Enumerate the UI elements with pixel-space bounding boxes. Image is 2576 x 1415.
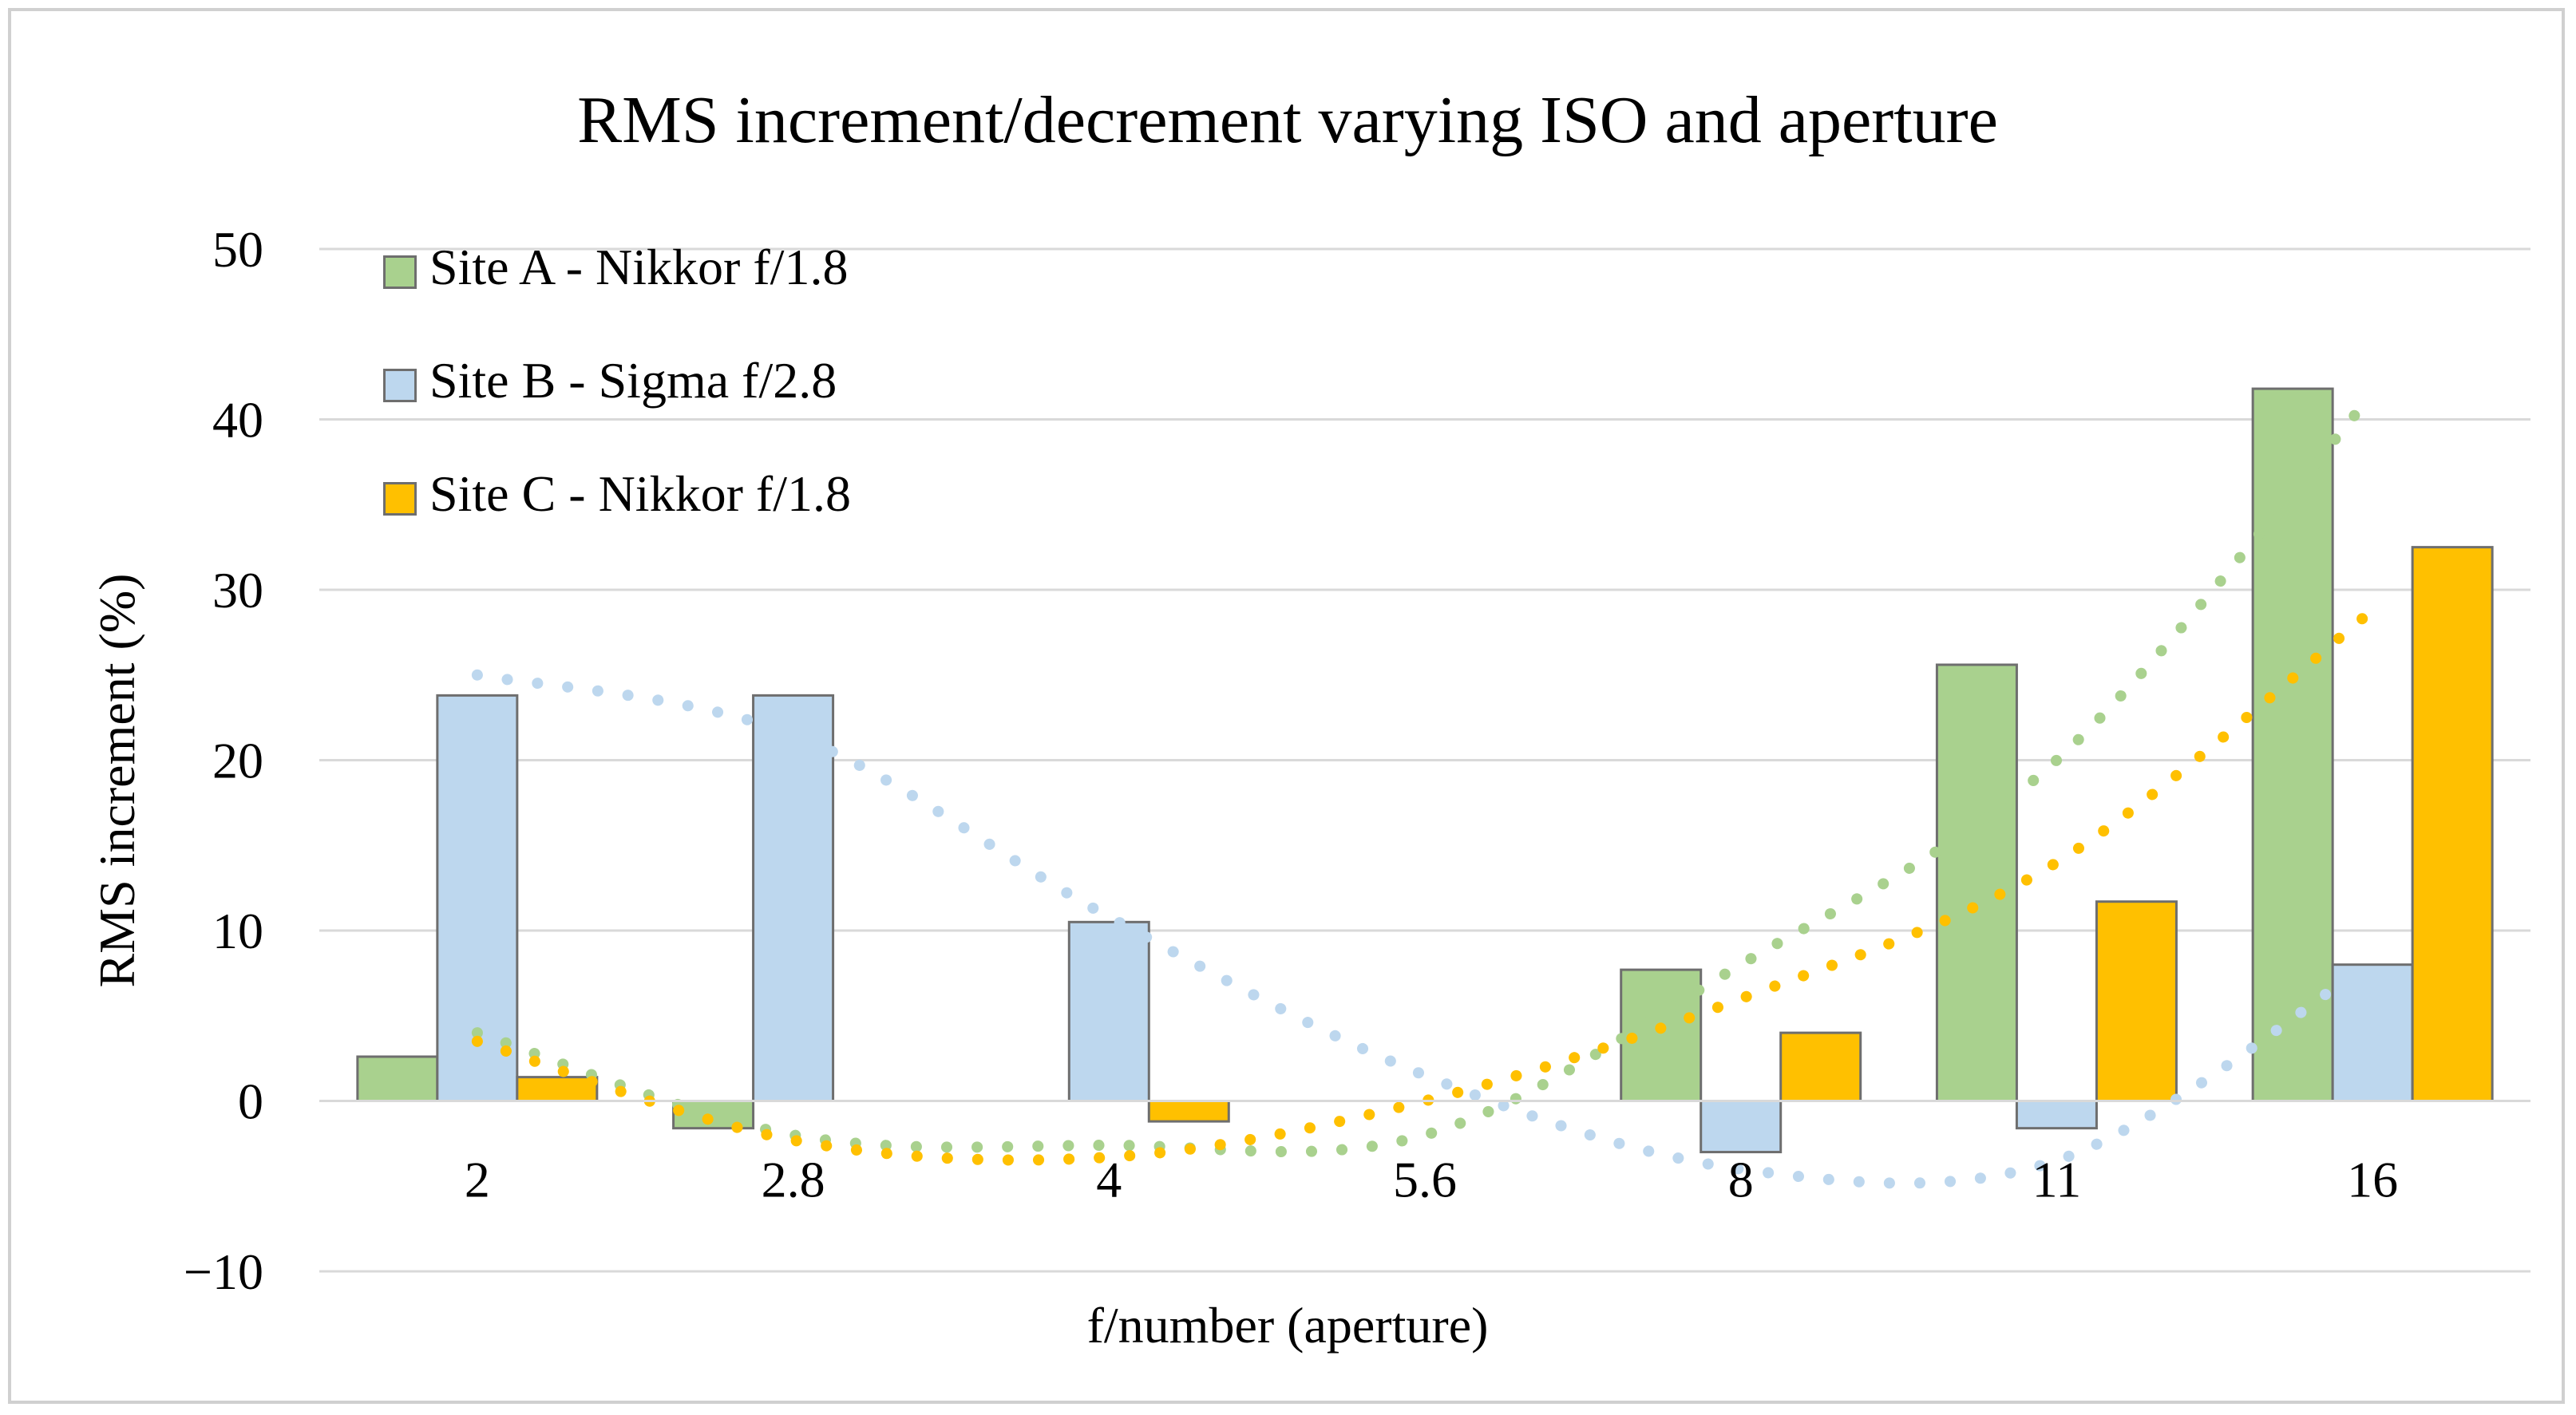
legend-label-site-b: Site B - Sigma f/2.8 [429, 352, 837, 409]
x-axis-title: f/number (aperture) [1087, 1297, 1489, 1354]
y-tick-label: 40 [212, 392, 263, 449]
chart-title: RMS increment/decrement varying ISO and … [577, 83, 1998, 157]
trendline-series-3 [471, 604, 2379, 1166]
x-tick-label: 11 [2032, 1152, 2082, 1208]
x-tick-label: 4 [1096, 1152, 1122, 1208]
x-tick-label: 16 [2347, 1152, 2398, 1208]
y-axis-title: RMS increment (%) [89, 574, 145, 988]
x-tick-label: 2 [465, 1152, 490, 1208]
bar-series-3 [1779, 1031, 1862, 1102]
y-tick-label: 10 [212, 903, 263, 959]
legend-label-site-c: Site C - Nikkor f/1.8 [429, 465, 851, 522]
x-tick-label: 2.8 [762, 1152, 825, 1208]
bars [356, 387, 2494, 1154]
axes: −10 0 10 20 30 40 50 2 2.8 4 5.6 8 11 16 [184, 221, 2530, 1300]
y-tick-label: 50 [212, 221, 263, 278]
legend-swatch-site-b [383, 369, 417, 402]
legend-swatch-site-a [383, 255, 417, 289]
bar-series-2 [2331, 963, 2414, 1102]
y-tick-label: −10 [184, 1243, 263, 1300]
x-tick-label: 5.6 [1393, 1152, 1457, 1208]
bar-series-3 [1147, 1100, 1230, 1123]
legend-label-site-a: Site A - Nikkor f/1.8 [429, 239, 849, 295]
chart-frame [8, 8, 2565, 1404]
bar-series-1 [2251, 387, 2334, 1102]
trendline-series-1 [471, 388, 2379, 1158]
legend-swatch-site-c [383, 482, 417, 516]
bar-series-3 [516, 1076, 599, 1102]
bar-series-2 [1700, 1100, 1783, 1154]
bar-series-1 [1935, 663, 2018, 1102]
bar-series-2 [1067, 920, 1150, 1102]
bar-series-3 [2095, 900, 2178, 1102]
bar-series-2 [752, 694, 835, 1102]
y-tick-label: 30 [212, 562, 263, 619]
y-tick-label: 0 [238, 1073, 263, 1130]
bar-series-2 [2015, 1100, 2098, 1130]
trendlines [471, 388, 2379, 1189]
x-tick-label: 8 [1728, 1152, 1754, 1208]
bar-series-3 [2411, 546, 2494, 1102]
y-tick-label: 20 [212, 733, 263, 789]
bar-series-1 [356, 1055, 439, 1102]
